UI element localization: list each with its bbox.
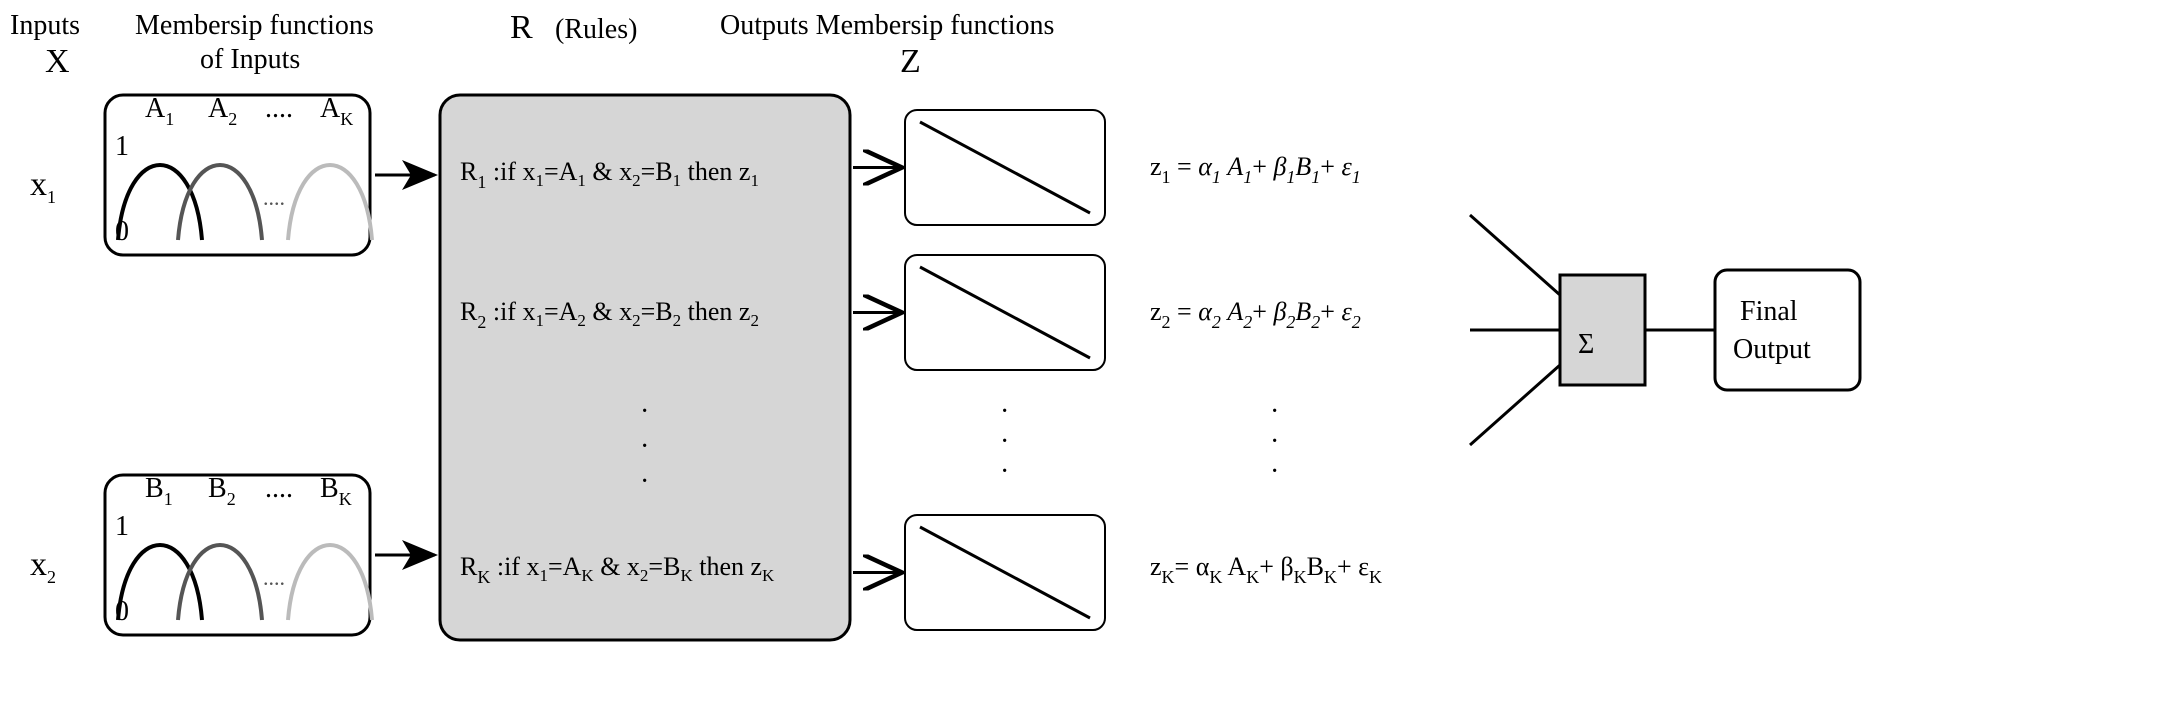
header-mf-inputs-2: of Inputs [200, 44, 300, 75]
svg-text:....: .... [263, 565, 285, 590]
equation-3: zK= αK AK+ βKBK+ εK [1150, 552, 1382, 587]
output-mf-box-3 [905, 515, 1105, 630]
equation-2: z2 = α2 A2+ β2B2+ ε2 [1150, 297, 1361, 332]
svg-text:·: · [1270, 426, 1279, 457]
header-Z: Z [900, 43, 921, 80]
svg-text:·: · [1000, 456, 1009, 487]
header-X: X [45, 43, 70, 80]
svg-text:1: 1 [115, 131, 129, 162]
header-mf-inputs-1: Membersip functions [135, 10, 374, 41]
header-rules: (Rules) [555, 14, 637, 45]
output-dots: · [1000, 396, 1009, 427]
svg-text:....: .... [265, 473, 293, 504]
svg-text:·: · [640, 466, 649, 497]
header-outputs-mf: Outputs Membersip functions [720, 10, 1054, 41]
svg-text:....: .... [265, 93, 293, 124]
equation-1: z1 = α1 A1+ β1B1+ ε1 [1150, 152, 1361, 187]
sigma-box [1560, 275, 1645, 385]
sigma-in-3 [1470, 365, 1560, 445]
rules-dots: · [640, 396, 649, 427]
final-output-line2: Output [1733, 334, 1811, 365]
sigma-symbol: Σ [1578, 329, 1594, 360]
final-output-line1: Final [1740, 296, 1798, 327]
svg-text:·: · [640, 431, 649, 462]
svg-text:....: .... [263, 185, 285, 210]
input-x1: x1 [30, 166, 56, 207]
mf-box-B: B1B2....BK10.... [105, 473, 372, 635]
svg-text:1: 1 [115, 511, 129, 542]
svg-text:·: · [1270, 456, 1279, 487]
header-R: R [510, 9, 533, 46]
header-inputs: Inputs [10, 10, 80, 41]
output-mf-box-2 [905, 255, 1105, 370]
eq-dots: · [1270, 396, 1279, 427]
output-mf-box-1 [905, 110, 1105, 225]
final-output-box [1715, 270, 1860, 390]
input-x2: x2 [30, 546, 56, 587]
sigma-in-1 [1470, 215, 1560, 295]
svg-text:·: · [1000, 426, 1009, 457]
mf-box-A: A1A2....AK10.... [105, 93, 372, 255]
